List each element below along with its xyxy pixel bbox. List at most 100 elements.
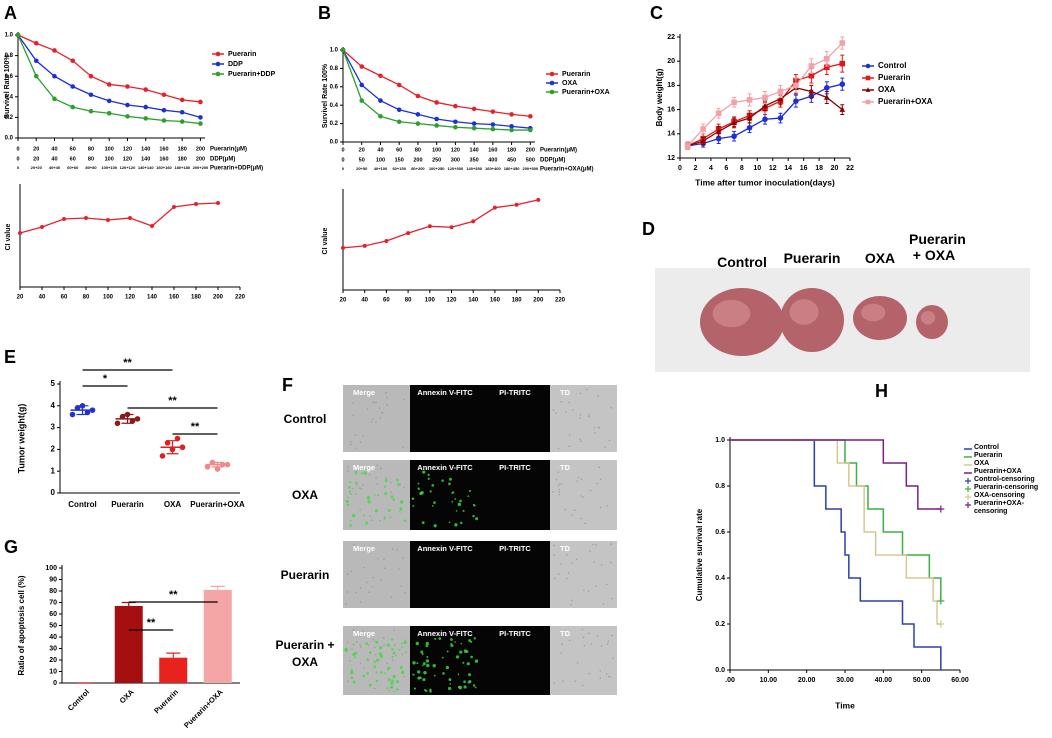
cell-texture: [575, 558, 578, 561]
y-tick-label: 90: [49, 576, 57, 583]
x-tick-label: 180: [512, 298, 523, 304]
cell-texture: [383, 644, 385, 646]
fluorescent-cell: [431, 504, 434, 507]
x-tick-label: 20: [17, 295, 24, 301]
fluorescent-cell: [474, 686, 477, 689]
fluorescent-cell: [392, 651, 396, 655]
fluorescent-cell: [417, 482, 420, 485]
cell-texture: [594, 432, 596, 434]
cell-texture: [386, 662, 389, 665]
group-label: Puerarin: [783, 250, 841, 266]
fluorescent-cell: [387, 666, 391, 670]
fluorescent-cell: [454, 523, 458, 527]
data-point: [114, 420, 121, 427]
marker: [777, 95, 784, 101]
cell-texture: [605, 673, 608, 675]
x-tick-label: 100: [425, 298, 436, 304]
cell-texture: [588, 415, 590, 418]
fluorescent-cell: [398, 510, 401, 513]
cell-texture: [366, 581, 368, 584]
fluorescent-cell: [425, 644, 429, 648]
x-tick-label: 100: [103, 295, 114, 301]
survival-curve: [730, 439, 941, 510]
tick-row-name: Puerarin(μM): [540, 148, 577, 154]
cell-texture: [580, 478, 583, 480]
marker: [808, 72, 815, 79]
fluorescent-cell: [384, 478, 388, 482]
marker: [198, 121, 203, 126]
cell-texture: [597, 395, 600, 397]
fluorescent-cell: [373, 665, 377, 669]
x-tick-label: 40: [51, 146, 57, 152]
legend-marker: [549, 71, 555, 77]
cell-texture: [578, 417, 581, 420]
panel-letter: D: [642, 219, 655, 239]
y-tick-label: 20: [49, 657, 57, 664]
micrograph: [480, 385, 550, 452]
cell-texture: [352, 414, 355, 416]
y-tick-label: 1.0: [715, 437, 725, 444]
cell-texture: [401, 653, 404, 656]
y-tick-label: 50: [49, 622, 57, 629]
cell-texture: [376, 557, 379, 560]
fluorescent-cell: [427, 477, 430, 480]
fluorescent-cell: [380, 671, 383, 674]
x-tick-label: 120: [451, 147, 460, 153]
fluorescent-cell: [438, 637, 442, 641]
cell-texture: [567, 572, 570, 574]
marker: [808, 63, 815, 69]
x-tick-label: 14: [784, 165, 792, 172]
fluorescent-cell: [413, 687, 416, 690]
cell-texture: [609, 676, 611, 678]
data-point: [204, 464, 211, 470]
x-tick-label: 350: [470, 157, 479, 163]
cell-texture: [588, 632, 590, 635]
x-tick-label: 300: [451, 157, 460, 163]
cell-texture: [612, 657, 614, 659]
x-tick-label: 16: [800, 165, 808, 172]
legend-marker: [865, 63, 871, 69]
fluorescent-cell: [374, 493, 376, 496]
cell-texture: [607, 640, 610, 643]
fluorescent-cell: [375, 658, 379, 662]
data-point: [119, 413, 126, 420]
x-tick-label: 0: [16, 146, 19, 152]
cell-texture: [595, 544, 597, 546]
x-tick-label: 12: [769, 165, 777, 172]
column-label: PI-TRITC: [499, 463, 531, 472]
marker: [106, 82, 112, 87]
marker: [359, 64, 365, 69]
error-bar: [210, 585, 225, 590]
cell-texture: [391, 659, 394, 661]
y-tick-label: 0.8: [5, 53, 14, 59]
column-label: PI-TRITC: [499, 388, 531, 397]
y-axis-label: Survivel Rate 100%: [4, 54, 11, 119]
x-tick-label: .00: [725, 677, 735, 684]
cell-texture: [604, 446, 607, 448]
panel-letter: H: [875, 381, 888, 401]
legend-label: Puerarin+OXA: [974, 468, 1022, 475]
fluorescent-cell: [457, 673, 460, 676]
cell-texture: [558, 493, 561, 496]
fluorescent-cell: [446, 650, 449, 653]
cell-texture: [395, 654, 398, 657]
cell-texture: [568, 445, 571, 448]
cell-texture: [573, 509, 576, 512]
fluorescent-cell: [459, 499, 462, 503]
cell-texture: [401, 557, 404, 559]
y-tick-label: 4: [51, 401, 56, 410]
marker: [384, 239, 389, 243]
cell-texture: [599, 506, 602, 509]
x-tick-label: 80+80: [85, 165, 97, 170]
fluorescent-cell: [352, 643, 355, 646]
marker: [359, 82, 365, 88]
fluorescent-cell: [344, 648, 348, 653]
row-label: Control: [283, 411, 327, 426]
x-tick-label: 140: [141, 156, 150, 162]
cell-texture: [600, 564, 603, 566]
marker: [715, 110, 722, 117]
fluorescent-cell: [391, 679, 395, 683]
x-tick-label: 180+180: [174, 165, 190, 170]
fluorescent-cell: [468, 489, 471, 492]
marker: [198, 99, 203, 105]
